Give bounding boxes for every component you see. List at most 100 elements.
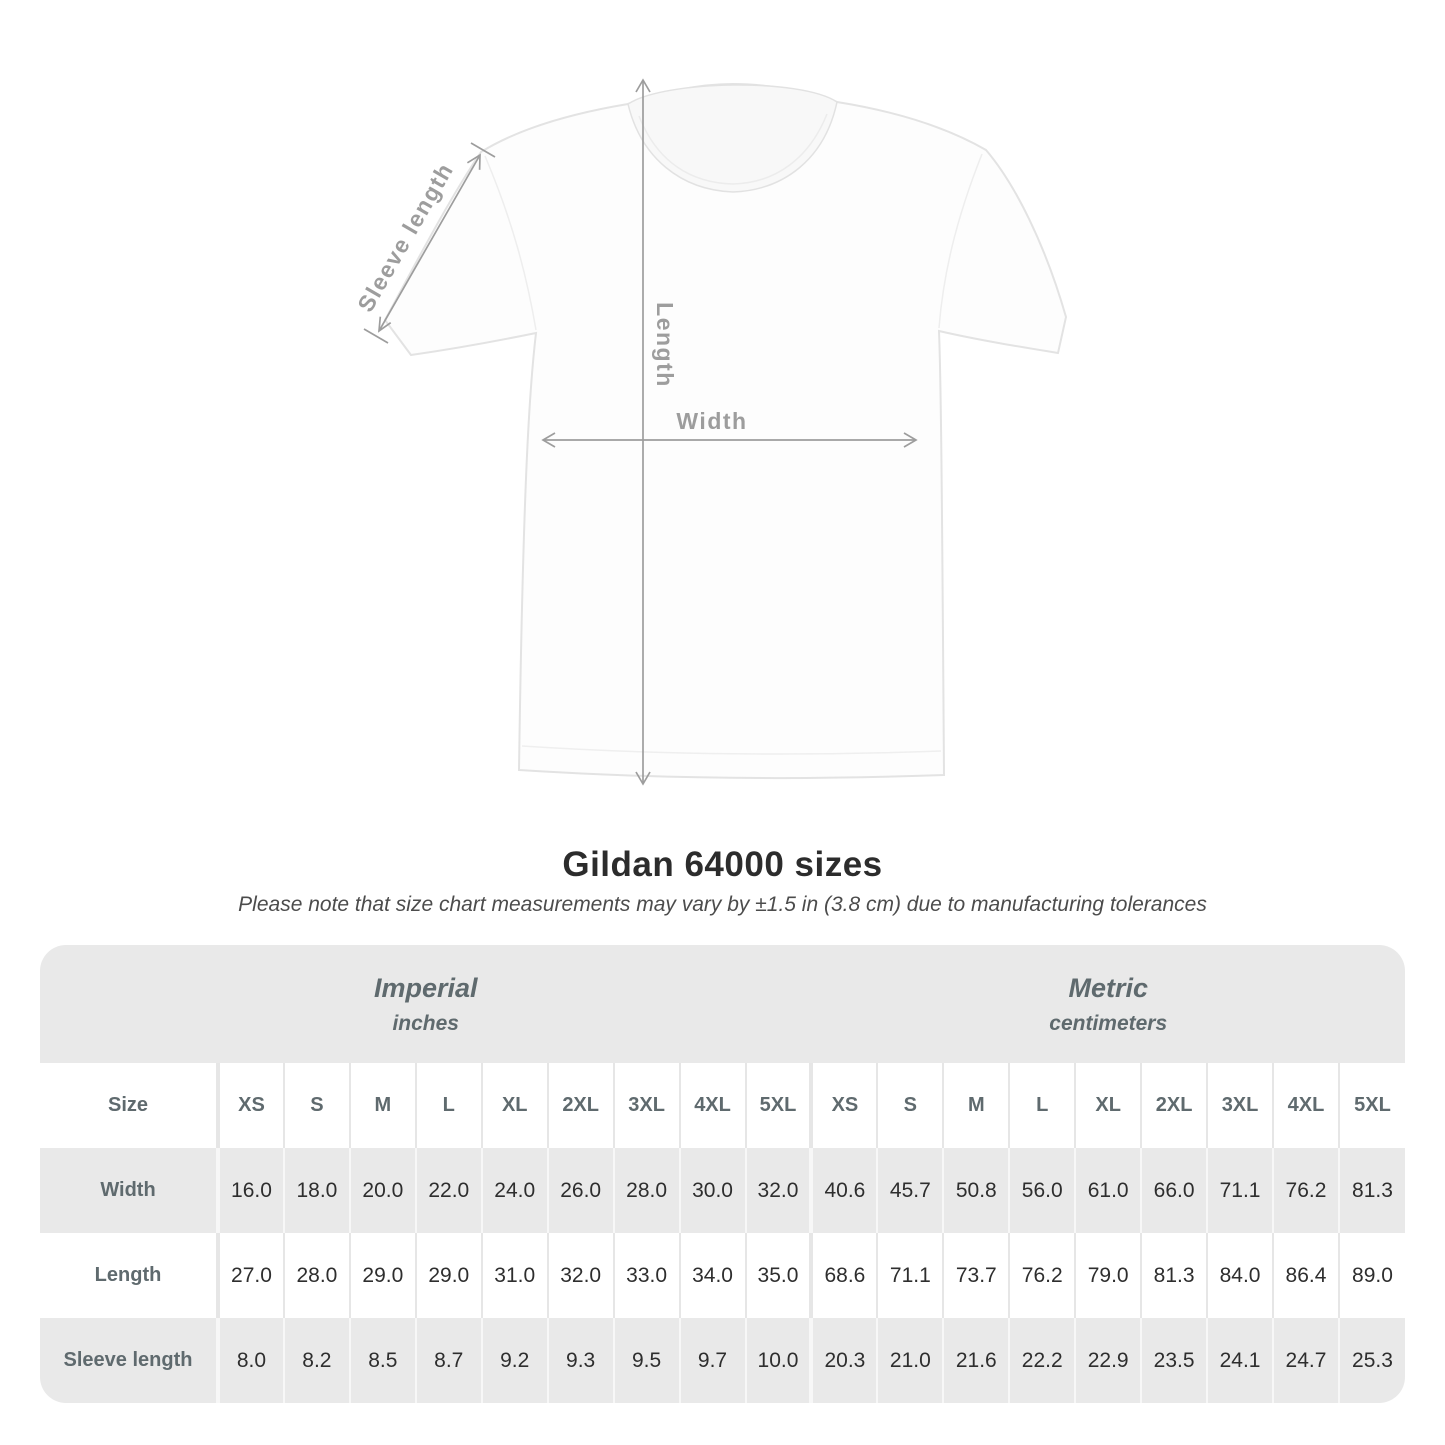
cell: 27.0 xyxy=(216,1233,284,1318)
cell: 25.3 xyxy=(1337,1318,1405,1403)
cell: 40.6 xyxy=(809,1148,878,1233)
cell: 32.0 xyxy=(744,1148,812,1233)
cell: 29.0 xyxy=(414,1233,482,1318)
cell: 76.2 xyxy=(1008,1233,1076,1318)
cell: 79.0 xyxy=(1074,1233,1142,1318)
width-label: Width xyxy=(676,408,747,434)
measurement-arrows xyxy=(363,78,918,786)
cell: 20.3 xyxy=(809,1318,878,1403)
collar xyxy=(627,84,838,193)
imperial-header: Imperial inches xyxy=(40,945,812,1063)
cell: 24.7 xyxy=(1272,1318,1339,1403)
size-col-header: XS xyxy=(216,1063,284,1148)
cell: 33.0 xyxy=(612,1233,680,1318)
cell: 16.0 xyxy=(216,1148,284,1233)
cell: 31.0 xyxy=(480,1233,548,1318)
size-col-header: 5XL xyxy=(1337,1063,1405,1148)
cell: 24.1 xyxy=(1206,1318,1273,1403)
size-col-header: XL xyxy=(1074,1063,1142,1148)
tshirt-graphic xyxy=(383,82,1068,779)
size-col-header: XL xyxy=(480,1063,548,1148)
cell: 73.7 xyxy=(942,1233,1010,1318)
table-row-width: Width 16.0 18.0 20.0 22.0 24.0 26.0 28.0… xyxy=(40,1148,1405,1233)
cell: 76.2 xyxy=(1272,1148,1339,1233)
cell: 29.0 xyxy=(348,1233,416,1318)
tshirt-svg: Sleeve length Length Width xyxy=(352,78,1068,786)
size-col-header: 4XL xyxy=(1272,1063,1339,1148)
size-col-header: S xyxy=(282,1063,350,1148)
cell: 21.6 xyxy=(942,1318,1010,1403)
cell: 22.9 xyxy=(1074,1318,1142,1403)
cell: 20.0 xyxy=(348,1148,416,1233)
cell: 68.6 xyxy=(809,1233,878,1318)
units-header-row: Imperial inches Metric centimeters xyxy=(40,945,1405,1063)
cell: 28.0 xyxy=(282,1233,350,1318)
cell: 23.5 xyxy=(1140,1318,1208,1403)
row-label: Length xyxy=(94,1264,162,1286)
cell: 30.0 xyxy=(678,1148,746,1233)
metric-title: Metric xyxy=(1068,972,1148,1003)
cell: 9.7 xyxy=(678,1318,746,1403)
cell: 9.3 xyxy=(546,1318,614,1403)
metric-header: Metric centimeters xyxy=(811,945,1405,1063)
cell: 71.1 xyxy=(876,1233,944,1318)
size-col-header: M xyxy=(942,1063,1010,1148)
row-label: Width xyxy=(100,1179,156,1201)
size-col-header: XS xyxy=(809,1063,878,1148)
imperial-unit: inches xyxy=(392,1011,459,1035)
imperial-title: Imperial xyxy=(373,972,478,1003)
row-label: Sleeve length xyxy=(63,1349,193,1371)
size-col-header: 2XL xyxy=(1140,1063,1208,1148)
cell: 81.3 xyxy=(1140,1233,1208,1318)
cell: 89.0 xyxy=(1337,1233,1405,1318)
cell: 71.1 xyxy=(1206,1148,1273,1233)
size-col-header: 2XL xyxy=(546,1063,614,1148)
cell: 28.0 xyxy=(612,1148,680,1233)
cell: 9.2 xyxy=(480,1318,548,1403)
size-col-header: 4XL xyxy=(678,1063,746,1148)
cell: 56.0 xyxy=(1008,1148,1076,1233)
size-label: Size xyxy=(107,1094,149,1116)
cell: 24.0 xyxy=(480,1148,548,1233)
size-table-container: Imperial inches Metric centimeters Size … xyxy=(40,945,1405,1403)
cell: 8.7 xyxy=(414,1318,482,1403)
tolerance-note: Please note that size chart measurements… xyxy=(238,893,1207,916)
table-row-sleeve-length: Sleeve length 8.0 8.2 8.5 8.7 9.2 9.3 9.… xyxy=(40,1318,1405,1403)
size-col-header: L xyxy=(414,1063,482,1148)
sizes-header-row: Size XS S M L XL 2XL 3XL 4XL 5XL XS S M … xyxy=(40,1063,1405,1148)
cell: 66.0 xyxy=(1140,1148,1208,1233)
page-title: Gildan 64000 sizes xyxy=(562,845,883,884)
cell: 9.5 xyxy=(612,1318,680,1403)
width-arrow xyxy=(541,432,918,448)
cell: 84.0 xyxy=(1206,1233,1273,1318)
cell: 86.4 xyxy=(1272,1233,1339,1318)
tshirt-diagram: Sleeve length Length Width xyxy=(345,62,1125,812)
size-col-header: 3XL xyxy=(1206,1063,1273,1148)
length-arrow xyxy=(635,78,651,786)
cell: 21.0 xyxy=(876,1318,944,1403)
cell: 10.0 xyxy=(744,1318,812,1403)
cell: 34.0 xyxy=(678,1233,746,1318)
table-row-length: Length 27.0 28.0 29.0 29.0 31.0 32.0 33.… xyxy=(40,1233,1405,1318)
size-table: Imperial inches Metric centimeters Size … xyxy=(40,945,1405,1403)
size-col-header: M xyxy=(348,1063,416,1148)
cell: 26.0 xyxy=(546,1148,614,1233)
cell: 8.0 xyxy=(216,1318,284,1403)
cell: 35.0 xyxy=(744,1233,812,1318)
sleeve-length-arrow xyxy=(363,142,496,344)
size-col-header: S xyxy=(876,1063,944,1148)
cell: 8.5 xyxy=(348,1318,416,1403)
cell: 81.3 xyxy=(1337,1148,1405,1233)
cell: 45.7 xyxy=(876,1148,944,1233)
cell: 61.0 xyxy=(1074,1148,1142,1233)
cell: 50.8 xyxy=(942,1148,1010,1233)
cell: 22.2 xyxy=(1008,1318,1076,1403)
size-col-header: 3XL xyxy=(612,1063,680,1148)
size-col-header: 5XL xyxy=(744,1063,812,1148)
cell: 8.2 xyxy=(282,1318,350,1403)
cell: 22.0 xyxy=(414,1148,482,1233)
cell: 32.0 xyxy=(546,1233,614,1318)
size-col-header: L xyxy=(1008,1063,1076,1148)
metric-unit: centimeters xyxy=(1049,1011,1168,1035)
